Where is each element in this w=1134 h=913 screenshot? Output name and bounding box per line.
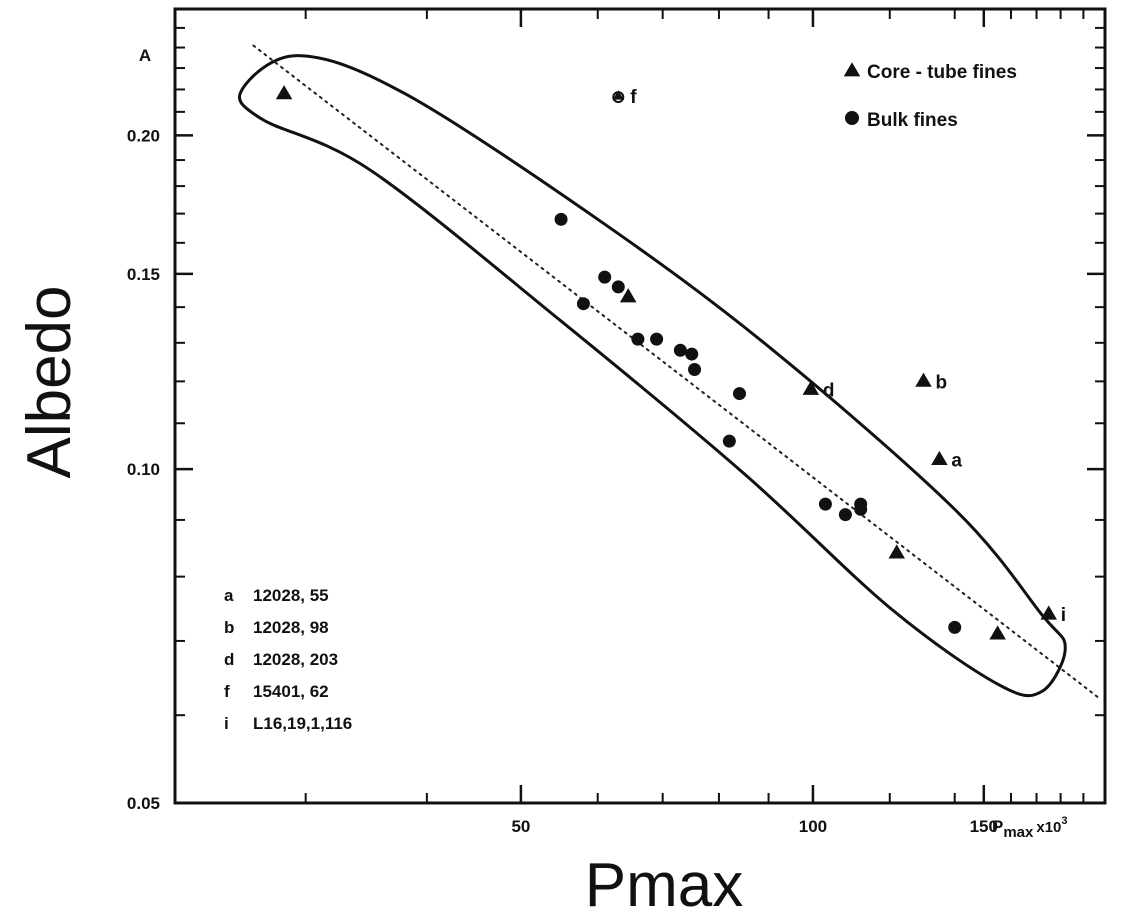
inner-x-label-exp: 3 <box>1061 815 1067 827</box>
core-tube-fines-point <box>275 85 293 100</box>
sample-key: b <box>224 618 234 637</box>
bulk-fines-point <box>854 497 868 511</box>
bulk-fines-point <box>611 280 625 294</box>
inner-x-label-suffix: x10 <box>1036 819 1061 836</box>
point-tag-label: i <box>1061 605 1066 626</box>
core-tube-fines-point <box>888 544 905 559</box>
x-tick-label: 150 <box>970 817 998 836</box>
core-tube-fines-point <box>931 450 948 466</box>
x-tick-label: 50 <box>511 817 530 836</box>
trend-line <box>252 44 1102 701</box>
bulk-fines-point <box>598 270 612 284</box>
core-tube-fines-point <box>915 372 932 387</box>
sample-id: 12028, 203 <box>253 650 338 669</box>
legend-label: Bulk fines <box>867 110 958 131</box>
y-tick-label: 0.20 <box>127 126 160 145</box>
legend: Core - tube fines Bulk fines <box>843 62 1017 131</box>
core-tube-fines-point <box>989 625 1006 640</box>
y-tick-label: 0.10 <box>127 460 160 479</box>
bulk-fines-point <box>732 387 746 401</box>
sample-id: 12028, 98 <box>253 618 329 637</box>
bulk-fines-point <box>650 332 664 346</box>
sample-id: L16,19,1,116 <box>253 714 352 733</box>
inner-x-label-sub: max <box>1003 824 1034 841</box>
sample-key: i <box>224 714 229 733</box>
bulk-fines-point <box>688 362 702 376</box>
core-tube-fines-point <box>1040 605 1057 620</box>
sample-key: a <box>224 586 234 605</box>
enclosure-outline <box>237 54 1067 698</box>
legend-triangle-marker <box>843 62 861 77</box>
bulk-fines-point <box>673 343 687 357</box>
bulk-fines-point <box>818 497 832 511</box>
bulk-fines-point <box>838 508 852 522</box>
data-points: d b a i f <box>275 85 1066 640</box>
sample-id: 15401, 62 <box>253 682 329 701</box>
point-tag-label: d <box>823 380 835 401</box>
y-axis-title: Albedo <box>15 285 84 478</box>
bulk-fines-point <box>685 347 699 361</box>
trend-line-layer <box>252 44 1102 701</box>
axis-tick-labels: 50 100 150 0.05 0.10 0.15 0.20 <box>127 126 998 836</box>
axis-ticks <box>175 9 1105 805</box>
point-tag-label: b <box>935 372 947 393</box>
core-tube-fines-point <box>619 288 637 303</box>
inner-x-label-main: P <box>992 817 1003 836</box>
sample-key: f <box>224 682 230 701</box>
enclosure-layer <box>237 54 1067 698</box>
sample-key: d <box>224 650 234 669</box>
y-tick-label: 0.05 <box>127 794 160 813</box>
combined-point-triangle <box>612 90 624 100</box>
inner-y-axis-label: A <box>139 46 151 65</box>
inner-x-axis-label: Pmax x103 <box>992 815 1068 841</box>
legend-label: Core - tube fines <box>867 62 1017 83</box>
sample-id: 12028, 55 <box>253 586 329 605</box>
bulk-fines-point <box>948 620 962 634</box>
point-tag-label: a <box>951 451 962 472</box>
legend-circle-marker <box>845 111 859 125</box>
bulk-fines-point <box>554 212 568 226</box>
y-tick-label: 0.15 <box>127 265 160 284</box>
point-tag-label: f <box>630 87 637 108</box>
bulk-fines-point <box>576 297 590 311</box>
sample-table: a 12028, 55 b 12028, 98 d 12028, 203 f 15401, 6… <box>224 586 352 733</box>
bulk-fines-point <box>631 332 645 346</box>
core-tube-fines-point <box>802 380 820 395</box>
bulk-fines-point <box>722 434 736 448</box>
plot-frame <box>173 7 1107 805</box>
x-axis-title: Pmax <box>585 851 743 913</box>
x-tick-label: 100 <box>799 817 827 836</box>
